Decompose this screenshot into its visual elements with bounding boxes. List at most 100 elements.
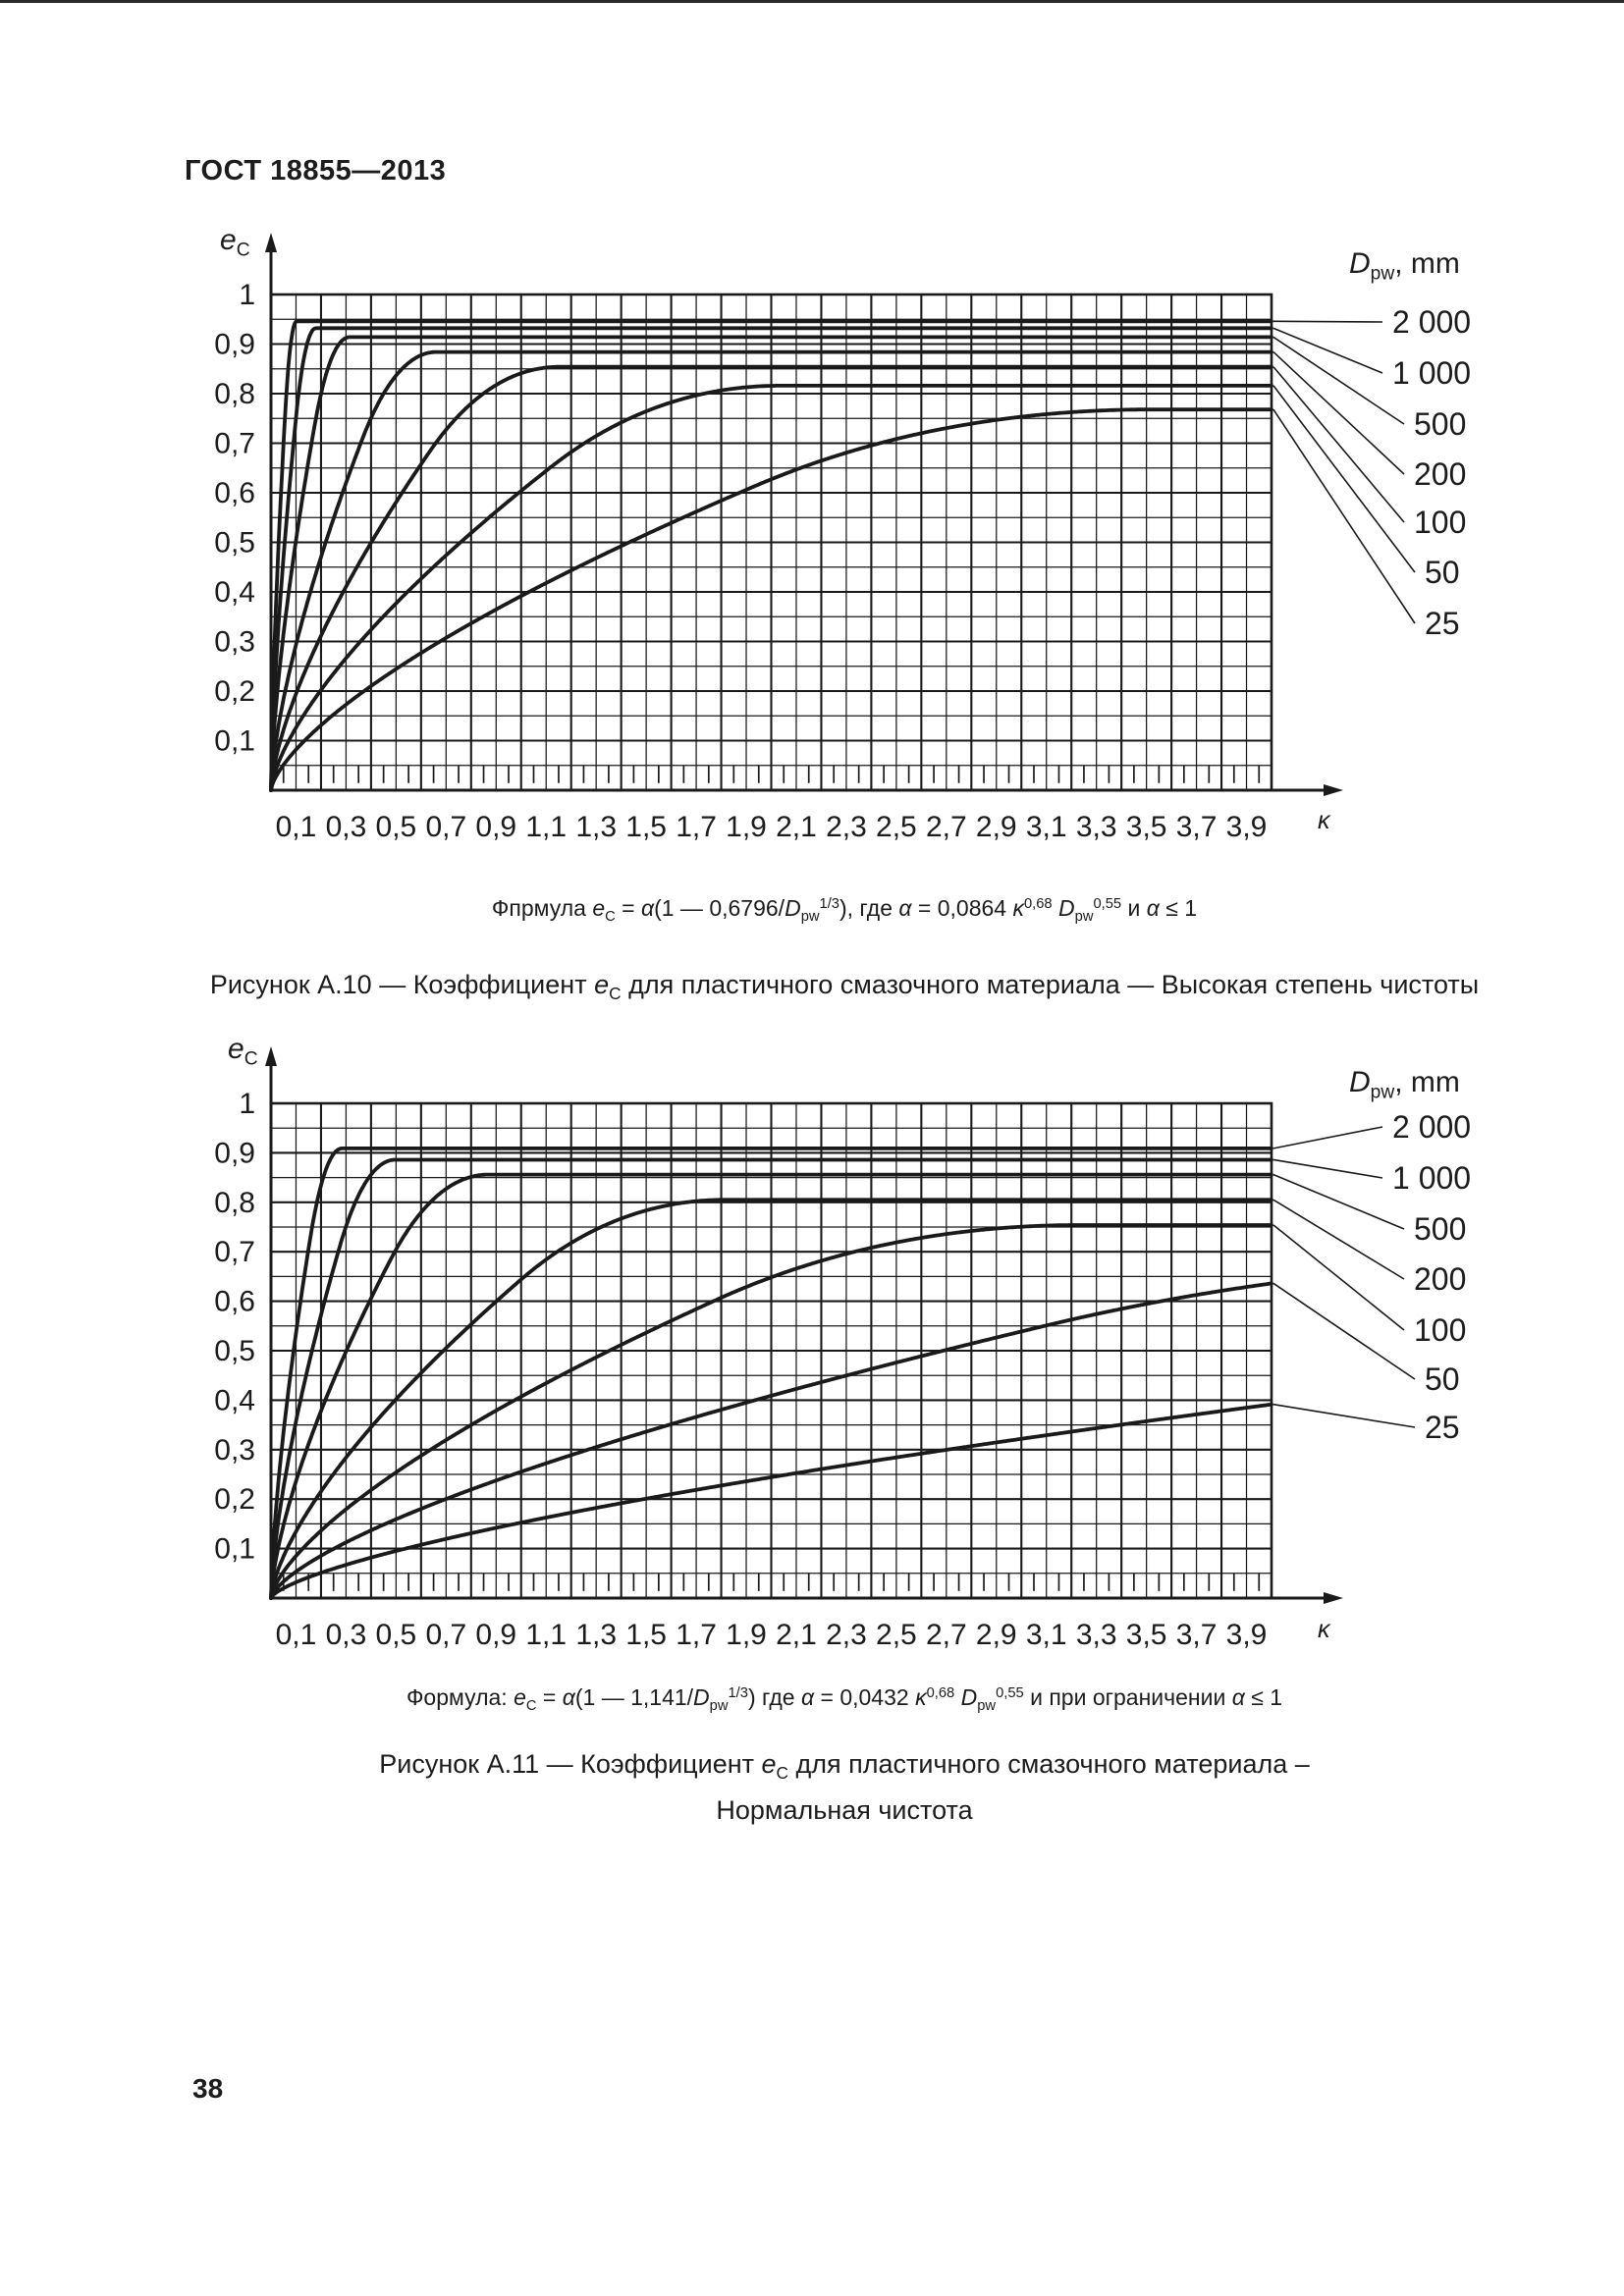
y-axis-arrow-icon (265, 233, 277, 252)
text-segment: pw (1074, 909, 1094, 925)
text-segment: Формула: (406, 1684, 514, 1710)
y-tick-label: 0,7 (214, 428, 255, 460)
text-segment: α (898, 895, 912, 921)
text-segment: D (960, 1684, 978, 1710)
y-tick-label: 0,7 (214, 1236, 255, 1268)
text-segment: α (640, 895, 655, 921)
text-segment: pw (1370, 263, 1395, 285)
legend-leader-line (1272, 336, 1405, 425)
x-tick-label: 3,7 (1176, 1619, 1218, 1651)
grid (271, 294, 1272, 790)
series-curve-100 (269, 1223, 1273, 1600)
text-segment: Рисунок А.10 — Коэффициент (209, 970, 595, 999)
chart-a11-canvas: 10,90,80,70,60,50,40,30,20,10,1 0,3 0,5 0,7… (214, 1046, 1471, 1651)
series-curve-25 (269, 407, 1273, 792)
legend-leader-line (1272, 385, 1416, 573)
y-tick-label: 0,5 (214, 527, 255, 560)
y-tick-label: 0,1 (214, 1533, 255, 1566)
legend-title-a11: Dpw, mm (1349, 1066, 1460, 1104)
chart-a10-canvas: 10,90,80,70,60,50,40,30,20,10,1 0,3 0,5 0,7… (214, 233, 1471, 843)
legend-item-label: 25 (1425, 1410, 1460, 1445)
y-tick-label: 0,1 (214, 725, 255, 758)
series-curve-2000 (269, 1147, 1273, 1600)
legend-item-label: 1 000 (1392, 355, 1471, 391)
y-tick-labels: 1 0,9 0,8 0,7 0,6 0,5 0,4 0,3 0,2 0,1 (214, 279, 255, 758)
legend: 2 000 1 000 500 200 100 50 25 (1272, 1109, 1471, 1445)
formula-a10: Фпрмула eC = α(1 — 0,6796/Dpw1/3), где α… (65, 895, 1624, 925)
x-tick-label: 2,5 (876, 1619, 917, 1651)
series-curve-1000 (269, 1157, 1273, 1600)
legend-item-label: 100 (1414, 505, 1466, 540)
text-segment: α (1231, 1684, 1245, 1710)
series-curve-25 (269, 1402, 1273, 1600)
text-segment: для пластичного смазочного материала – (788, 1749, 1310, 1779)
x-tick-label: 0,1 (276, 1619, 317, 1651)
legend-item-label: 500 (1414, 1211, 1466, 1247)
page-header: ГОСТ 18855—2013 (185, 155, 447, 187)
series-curve-50 (269, 1281, 1273, 1600)
legend-item-label: 2 000 (1392, 1109, 1471, 1145)
x-tick-label: 3,5 (1126, 811, 1167, 843)
x-tick-label: 1,1 (525, 1619, 567, 1651)
y-axis-title-a10: eC (220, 224, 250, 262)
minor-x-ticks (282, 765, 1261, 783)
grid (271, 1103, 1272, 1598)
x-tick-label: 0,9 (475, 811, 516, 843)
legend-item-label: 500 (1414, 406, 1466, 442)
y-tick-label: 0,4 (214, 1384, 255, 1416)
legend-leader-line (1272, 1224, 1405, 1331)
formula-a11: Формула: eC = α(1 — 1,141/Dpw1/3) где α … (65, 1684, 1624, 1714)
legend-leader-line (1272, 327, 1383, 374)
text-segment: κ (1318, 1616, 1330, 1643)
text-segment: κ (1012, 895, 1024, 921)
text-segment: (1 — 1,141/ (574, 1684, 694, 1710)
text-segment: e (594, 970, 610, 999)
text-segment: и (1121, 895, 1147, 921)
x-axis-title-a11: κ (1318, 1616, 1330, 1644)
x-tick-label: 1,7 (676, 1619, 717, 1651)
x-tick-label: 0,7 (425, 811, 466, 843)
legend-item-label: 100 (1414, 1312, 1466, 1348)
text-segment: C (776, 1762, 788, 1783)
text-segment: 0,68 (1023, 895, 1053, 912)
caption-a11: Рисунок А.11 — Коэффициент eC для пласти… (65, 1745, 1624, 1829)
y-tick-label: 0,6 (214, 1286, 255, 1318)
text-segment: C (609, 983, 622, 1003)
y-tick-label: 0,3 (214, 1434, 255, 1467)
curves (269, 1147, 1273, 1600)
y-tick-label: 0,5 (214, 1335, 255, 1367)
text-segment: = 0,0864 (911, 895, 1013, 921)
text-segment: pw (800, 909, 820, 925)
legend-leader-line (1272, 1158, 1383, 1179)
text-segment: Фпрмула (491, 895, 593, 921)
text-segment: D (785, 895, 801, 921)
text-segment: D (693, 1684, 710, 1710)
x-tick-label: 2,5 (876, 811, 917, 843)
legend-leader-line (1272, 320, 1383, 323)
y-tick-label: 0,2 (214, 1483, 255, 1516)
text-segment: ≤ 1 (1159, 895, 1198, 921)
legend-leader-line (1272, 350, 1405, 475)
text-segment: = (536, 1684, 563, 1710)
x-tick-label: 2,3 (826, 1619, 867, 1651)
legend-title-a10: Dpw, mm (1349, 247, 1460, 286)
text-segment: α (562, 1684, 575, 1710)
y-tick-labels: 1 0,9 0,8 0,7 0,6 0,5 0,4 0,3 0,2 0,1 (214, 1088, 255, 1566)
text-segment: e (220, 224, 237, 256)
x-tick-labels: 0,1 0,3 0,5 0,7 0,9 1,1 1,3 1,5 1,7 1,9 2,1 2,3 2,5 2… (276, 1619, 1268, 1651)
x-tick-label: 1,7 (676, 811, 717, 843)
text-segment: ) где (747, 1684, 801, 1710)
text-segment: C (605, 909, 616, 925)
text-segment: 0,55 (996, 1684, 1024, 1701)
y-tick-label: 1 (239, 279, 255, 311)
y-tick-label: 0,8 (214, 378, 255, 410)
x-tick-label: 0,3 (326, 1619, 367, 1651)
legend-item-label: 50 (1425, 555, 1460, 590)
text-segment: C (244, 1048, 258, 1070)
text-segment: pw (709, 1698, 729, 1714)
y-tick-label: 0,6 (214, 477, 255, 509)
x-axis-title-a10: κ (1318, 807, 1330, 835)
text-segment: D (1349, 1066, 1371, 1098)
text-segment: κ (915, 1684, 927, 1710)
